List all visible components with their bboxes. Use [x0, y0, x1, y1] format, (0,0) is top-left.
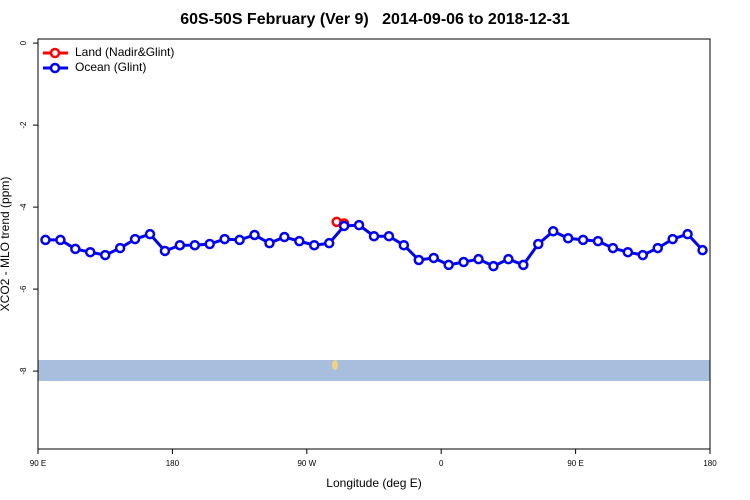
point: [55, 234, 66, 246]
point: [622, 246, 634, 258]
legend-marker: [49, 62, 61, 74]
point: [562, 233, 574, 244]
point: [219, 233, 230, 245]
point: [279, 231, 290, 243]
point: [249, 229, 260, 241]
legend-marker: [49, 47, 61, 59]
y-tick-label: -2: [19, 121, 28, 129]
point: [353, 219, 365, 231]
y-tick-label: -4: [19, 203, 28, 211]
map-strip: [38, 360, 710, 381]
point: [294, 235, 305, 247]
point: [174, 239, 186, 251]
point: [637, 249, 649, 261]
point: [264, 237, 275, 249]
y-axis-label: XCO2 - MLO trend (ppm): [0, 177, 12, 312]
x-tick-label: 90 W: [297, 459, 316, 468]
point: [547, 226, 559, 237]
point: [667, 233, 678, 245]
legend-label: Land (Nadir&Glint): [75, 45, 174, 59]
point: [99, 249, 111, 261]
point: [398, 239, 410, 251]
point: [309, 239, 320, 251]
point: [458, 256, 469, 268]
x-tick-label: 180: [166, 459, 180, 468]
point: [338, 220, 350, 232]
point: [682, 228, 693, 240]
point: [204, 238, 215, 250]
point: [697, 244, 708, 256]
point: [607, 242, 619, 254]
point: [428, 252, 439, 264]
point: [40, 234, 51, 246]
point: [189, 239, 201, 251]
point: [114, 242, 126, 254]
y-tick-label: 0: [19, 40, 28, 45]
point: [488, 260, 499, 272]
x-tick-label: 180: [703, 459, 717, 468]
point: [443, 259, 454, 271]
point: [368, 230, 380, 242]
land-blob: [332, 360, 338, 370]
x-axis-label: Longitude (deg E): [326, 476, 421, 490]
point: [652, 242, 663, 254]
y-tick-label: -8: [19, 367, 28, 375]
point: [323, 237, 335, 249]
point: [503, 253, 514, 265]
point: [592, 235, 604, 247]
x-tick-label: 90 E: [30, 459, 46, 468]
point: [518, 259, 529, 271]
point: [144, 228, 156, 240]
point: [473, 253, 484, 265]
x-tick-label: 90 E: [567, 459, 583, 468]
chart-title: 60S-50S February (Ver 9) 2014-09-06 to 2…: [180, 11, 570, 28]
point: [159, 245, 171, 257]
point: [234, 234, 245, 246]
y-tick-label: -6: [19, 285, 28, 293]
point: [413, 254, 425, 266]
legend-label: Ocean (Glint): [75, 60, 146, 74]
x-tick-label: 0: [439, 459, 444, 468]
point: [129, 233, 141, 245]
point: [85, 246, 96, 258]
plot-frame: [37, 38, 711, 450]
point: [383, 230, 395, 242]
point: [577, 234, 589, 246]
point: [70, 243, 81, 255]
point: [533, 238, 544, 250]
